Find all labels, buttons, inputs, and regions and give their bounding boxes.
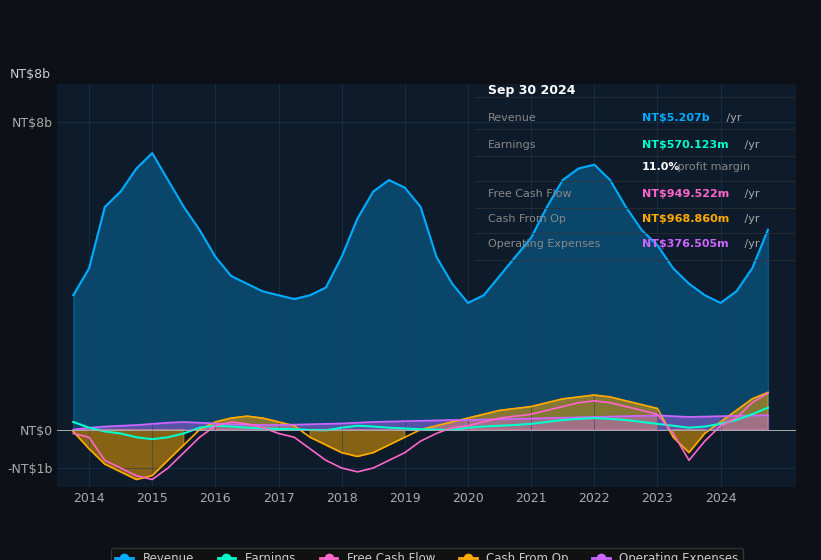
Text: NT$8b: NT$8b bbox=[10, 68, 50, 81]
Legend: Revenue, Earnings, Free Cash Flow, Cash From Op, Operating Expenses: Revenue, Earnings, Free Cash Flow, Cash … bbox=[111, 548, 743, 560]
